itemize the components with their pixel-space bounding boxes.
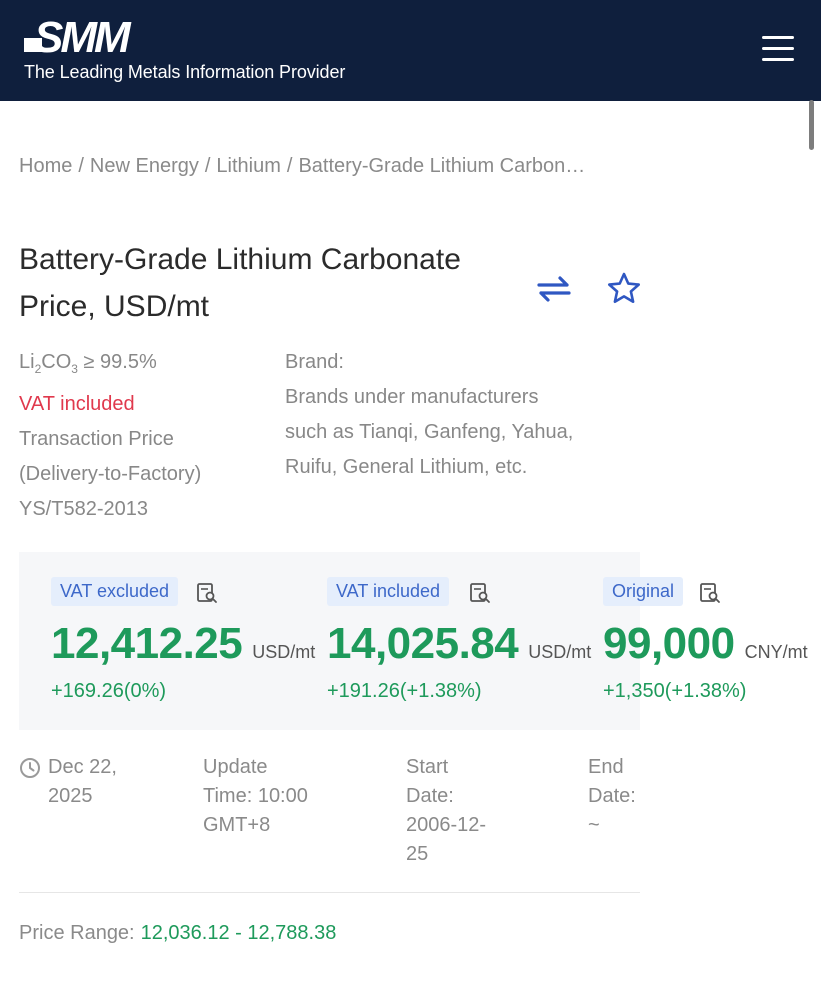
price-change: +191.26(+1.38%)	[327, 680, 482, 702]
document-search-icon[interactable]	[196, 582, 218, 604]
price-change: +169.26(0%)	[51, 680, 167, 702]
breadcrumb-current: Battery-Grade Lithium Carbon…	[298, 155, 586, 177]
price-date: Dec 22, 2025	[48, 756, 117, 807]
site-tagline: The Leading Metals Information Provider	[24, 62, 346, 82]
brand-text: Brands under manufacturers such as Tianq…	[285, 386, 574, 478]
purity-spec: Li2CO3 ≥ 99.5%	[19, 351, 157, 376]
price-range-label: Price Range:	[19, 922, 135, 944]
swap-arrows-icon[interactable]	[536, 274, 572, 304]
price-value: 99,000	[603, 619, 735, 668]
price-main: 14,025.84 USD/mt	[327, 619, 591, 669]
vat-status: VAT included	[19, 393, 135, 415]
price-badge[interactable]: Original	[603, 577, 684, 606]
star-outline-icon[interactable]	[606, 271, 642, 307]
document-search-icon[interactable]	[469, 582, 491, 604]
page-title: Battery-Grade Lithium Carbonate Price, U…	[19, 243, 461, 323]
price-card-vat-excluded: VAT excluded 12,412.25 USD/mt +169.26(0%)	[51, 577, 315, 702]
hamburger-menu-icon[interactable]	[762, 36, 796, 62]
document-search-icon[interactable]	[699, 582, 721, 604]
price-badge[interactable]: VAT included	[327, 577, 450, 606]
svg-text:SMM: SMM	[34, 14, 132, 56]
price-range: Price Range: 12,036.12 - 12,788.38	[19, 922, 336, 945]
breadcrumb-separator: /	[78, 155, 84, 177]
price-type: Transaction Price	[19, 428, 174, 450]
price-range-value: 12,036.12 - 12,788.38	[140, 922, 337, 944]
breadcrumb-home[interactable]: Home	[19, 155, 73, 177]
brand-info: Brand: Brands under manufacturers such a…	[285, 345, 585, 485]
smm-logo[interactable]: SMM	[24, 14, 164, 56]
divider	[19, 892, 640, 893]
brand-label: Brand:	[285, 351, 344, 373]
breadcrumb-lithium[interactable]: Lithium	[216, 155, 281, 177]
delivery-terms: (Delivery-to-Factory)	[19, 463, 202, 485]
product-specs: Li2CO3 ≥ 99.5% VAT included Transaction …	[19, 345, 201, 527]
price-main: 99,000 CNY/mt	[603, 619, 808, 669]
update-time: Update Time: 10:00 GMT+8	[203, 756, 308, 836]
standard-code: YS/T582-2013	[19, 498, 148, 520]
price-unit: USD/mt	[252, 642, 316, 662]
breadcrumb-new-energy[interactable]: New Energy	[89, 155, 199, 177]
breadcrumb-separator: /	[204, 155, 211, 177]
start-date: Start Date: 2006-12- 25	[406, 756, 487, 865]
scrollbar-thumb[interactable]	[809, 100, 814, 150]
site-header: SMM The Leading Metals Information Provi…	[0, 0, 821, 101]
price-card-vat-included: VAT included 14,025.84 USD/mt +191.26(+1.…	[327, 577, 591, 702]
clock-icon	[20, 758, 40, 778]
price-main: 12,412.25 USD/mt	[51, 619, 315, 669]
price-value: 14,025.84	[327, 619, 519, 668]
price-change: +1,350(+1.38%)	[603, 680, 747, 702]
breadcrumb: Home / New Energy / Lithium / Battery-Grade Li…	[19, 155, 585, 178]
price-value: 12,412.25	[51, 619, 243, 668]
breadcrumb-separator: /	[286, 155, 293, 177]
price-badge[interactable]: VAT excluded	[51, 577, 179, 606]
end-date: End Date: ~	[588, 756, 636, 836]
price-card-original: Original 99,000 CNY/mt +1,350(+1.38%)	[603, 577, 808, 702]
price-unit: USD/mt	[528, 642, 592, 662]
price-unit: CNY/mt	[744, 642, 808, 662]
